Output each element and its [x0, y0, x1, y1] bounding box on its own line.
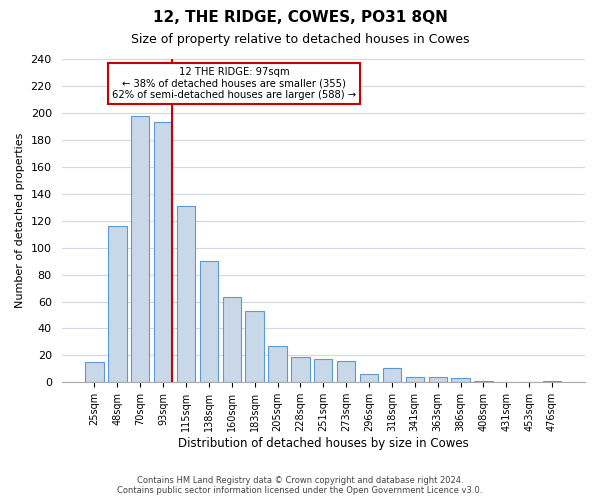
Bar	[200, 261, 218, 382]
Bar	[337, 361, 355, 382]
Bar	[383, 368, 401, 382]
Text: 12 THE RIDGE: 97sqm
← 38% of detached houses are smaller (355)
62% of semi-detac: 12 THE RIDGE: 97sqm ← 38% of detached ho…	[112, 67, 356, 100]
Bar	[223, 298, 241, 382]
Bar	[543, 381, 561, 382]
Bar	[131, 116, 149, 382]
Bar	[406, 377, 424, 382]
Bar	[291, 356, 310, 382]
Bar	[85, 362, 104, 382]
Bar	[360, 374, 378, 382]
Text: Contains HM Land Registry data © Crown copyright and database right 2024.
Contai: Contains HM Land Registry data © Crown c…	[118, 476, 482, 495]
X-axis label: Distribution of detached houses by size in Cowes: Distribution of detached houses by size …	[178, 437, 469, 450]
Bar	[177, 206, 195, 382]
Bar	[474, 381, 493, 382]
Y-axis label: Number of detached properties: Number of detached properties	[15, 133, 25, 308]
Bar	[314, 360, 332, 382]
Bar	[428, 377, 447, 382]
Text: Size of property relative to detached houses in Cowes: Size of property relative to detached ho…	[131, 32, 469, 46]
Bar	[154, 122, 172, 382]
Bar	[108, 226, 127, 382]
Bar	[451, 378, 470, 382]
Text: 12, THE RIDGE, COWES, PO31 8QN: 12, THE RIDGE, COWES, PO31 8QN	[152, 10, 448, 25]
Bar	[268, 346, 287, 383]
Bar	[245, 311, 264, 382]
